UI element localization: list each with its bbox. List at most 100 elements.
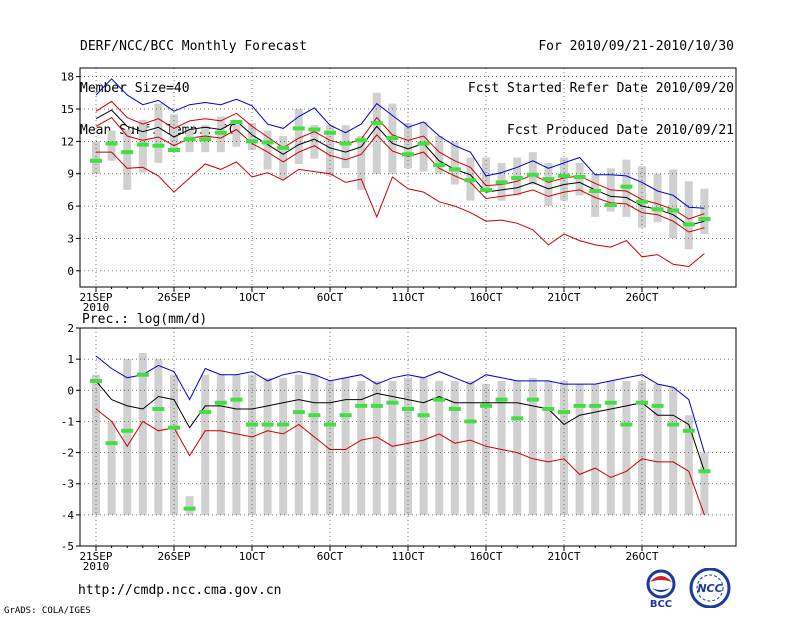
precip-observed-mark <box>214 400 227 405</box>
precip-ytick-label: -4 <box>61 509 75 522</box>
temp-spread-bar <box>170 114 178 153</box>
precip-observed-mark <box>199 410 212 415</box>
temp-xtick-label: 16OCT <box>469 291 502 304</box>
precip-spread-bar <box>263 377 272 515</box>
temp-observed-mark <box>667 208 680 213</box>
precip-xtick-label: 21OCT <box>547 550 580 563</box>
temp-spread-bar <box>154 103 163 163</box>
precip-spread-bar <box>310 374 319 515</box>
precip-ytick-label: 0 <box>67 384 74 397</box>
precip-observed-mark <box>604 400 617 405</box>
precip-spread-bar <box>560 380 568 515</box>
temp-observed-mark <box>136 142 149 147</box>
precip-observed-mark <box>105 441 118 446</box>
temp-spread-bar <box>326 125 334 176</box>
precip-observed-mark <box>511 416 524 421</box>
precip-xtick-label: 16OCT <box>469 550 502 563</box>
temp-observed-mark <box>261 140 274 145</box>
precip-spread-bar <box>404 377 412 515</box>
precip-xtick-label: 6OCT <box>317 550 344 563</box>
precip-spread-bar <box>201 374 210 515</box>
temp-observed-mark <box>620 184 633 189</box>
temp-spread-bar <box>92 141 100 174</box>
temp-observed-mark <box>339 141 352 146</box>
temp-xtick-label: 26OCT <box>625 291 658 304</box>
precip-ytick-label: -5 <box>61 540 74 553</box>
precip-ytick-label: 1 <box>67 353 74 366</box>
temp-observed-mark <box>277 145 290 150</box>
temp-spread-bar <box>123 129 132 190</box>
precip-spread-bar <box>466 380 475 515</box>
temp-spread-bar <box>544 162 553 207</box>
temp-observed-mark <box>417 141 430 146</box>
temp-spread-bar <box>669 169 678 239</box>
temp-spread-bar <box>591 173 600 217</box>
precip-spread-bar <box>294 374 303 515</box>
temp-observed-mark <box>433 163 446 168</box>
temp-observed-mark <box>698 217 711 222</box>
precip-ytick-label: -2 <box>61 447 74 460</box>
temp-observed-mark <box>495 180 508 185</box>
temp-spread-bar <box>560 157 568 201</box>
temp-observed-mark <box>636 199 648 204</box>
temp-spread-bar <box>653 173 662 223</box>
precip-spread-bar <box>357 380 366 515</box>
bcc-logo-text: BCC <box>650 599 672 608</box>
temp-spread-bar <box>341 125 350 169</box>
temp-observed-mark <box>308 127 321 132</box>
precip-spread-bar <box>513 380 522 515</box>
temp-xtick-label: 1OCT <box>239 291 266 304</box>
precip-spread-bar <box>528 377 537 515</box>
temp-observed-mark <box>230 119 243 124</box>
temp-observed-mark <box>464 178 477 183</box>
temp-spread-bar <box>684 181 693 250</box>
precip-spread-bar <box>622 380 631 515</box>
precip-observed-mark <box>542 406 555 411</box>
precip-spread-bar <box>638 380 646 515</box>
temp-observed-mark <box>682 222 695 227</box>
precip-observed-mark <box>339 413 352 418</box>
precip-observed-mark <box>682 428 695 433</box>
temp-xtick-label: 26SEP <box>157 291 190 304</box>
header-start-date: Fcst Started Refer Date 2010/09/20 <box>467 81 734 96</box>
temp-spread-bar <box>357 135 366 190</box>
ncc-logo-text: NCC <box>697 582 722 595</box>
footer-url[interactable]: http://cmdp.ncc.cma.gov.cn <box>78 583 282 598</box>
temp-observed-mark <box>121 150 134 155</box>
temp-observed-mark <box>90 158 102 163</box>
precip-observed-mark <box>355 403 368 408</box>
precip-spread-bar <box>419 377 428 515</box>
precip-spread-bar <box>279 377 288 515</box>
precip-spread-bar <box>185 496 194 515</box>
temp-spread-bar <box>372 92 381 174</box>
precip-spread-bar <box>450 380 459 515</box>
precip-observed-mark <box>121 428 134 433</box>
precip-observed-mark <box>152 406 165 411</box>
temp-observed-mark <box>214 130 227 135</box>
temp-spread-bar <box>575 162 584 196</box>
temp-observed-mark <box>651 207 664 212</box>
temp-observed-mark <box>199 137 212 142</box>
temp-observed-mark <box>558 173 570 178</box>
temp-xtick-sublabel: 2010 <box>83 301 110 314</box>
precip-observed-mark <box>667 422 680 427</box>
precip-spread-bar <box>684 415 693 515</box>
precip-observed-mark <box>386 400 399 405</box>
precip-mean-line <box>95 380 705 472</box>
precip-observed-mark <box>651 403 664 408</box>
temp-observed-mark <box>355 138 368 143</box>
temp-spread-bar <box>107 130 116 161</box>
header-period: For 2010/09/21-2010/10/30 <box>538 39 734 54</box>
temp-spread-bar <box>435 135 444 174</box>
precip-observed-mark <box>246 422 258 427</box>
ncc-logo: NCC <box>689 568 731 608</box>
precip-observed-mark <box>324 422 336 427</box>
temp-xtick-label: 6OCT <box>317 291 344 304</box>
temp-ytick-label: 9 <box>67 168 74 181</box>
temp-observed-mark <box>526 172 539 177</box>
precip-spread-bar <box>669 387 678 515</box>
temp-observed-mark <box>386 136 399 141</box>
